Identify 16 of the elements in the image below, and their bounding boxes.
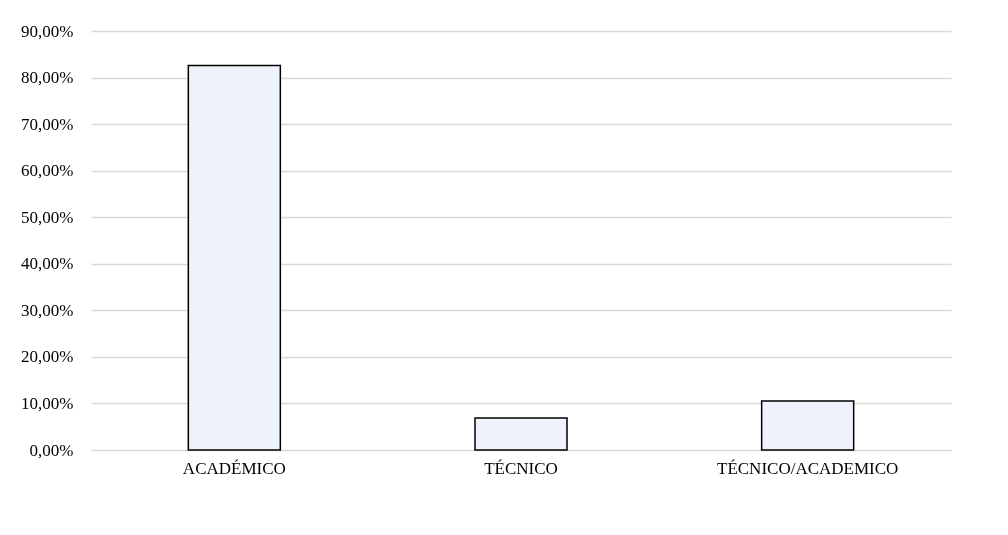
x-tick-label: TÉCNICO/ACADEMICO — [716, 458, 899, 478]
y-tick-label: 10,00% — [21, 393, 74, 413]
y-tick-label: 60,00% — [21, 161, 74, 181]
y-tick-label: 0,00% — [29, 440, 74, 460]
bar — [760, 400, 855, 451]
y-tick-label: 30,00% — [21, 300, 74, 320]
y-tick-label: 40,00% — [21, 254, 74, 274]
y-tick-label: 70,00% — [21, 114, 74, 134]
y-tick-label: 50,00% — [21, 207, 74, 227]
y-tick-label: 80,00% — [21, 68, 74, 88]
y-tick-label: 20,00% — [21, 347, 74, 367]
bar — [187, 64, 282, 451]
bar — [474, 417, 568, 451]
x-tick-label: ACADÉMICO — [182, 458, 286, 478]
x-tick-label: TÉCNICO — [484, 458, 558, 478]
y-tick-label: 90,00% — [21, 21, 74, 41]
